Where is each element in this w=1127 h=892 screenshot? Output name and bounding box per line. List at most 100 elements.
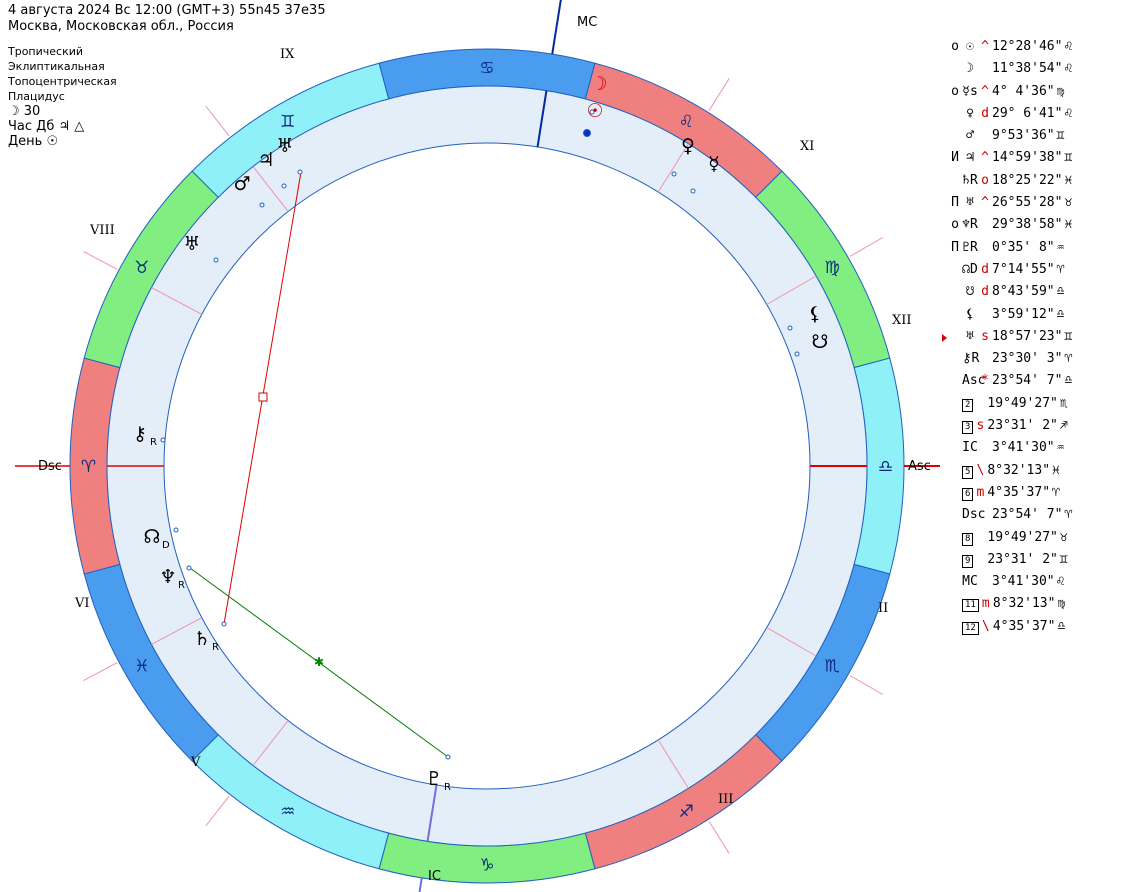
- house-cusp: [657, 143, 689, 193]
- planet-glyph[interactable]: ♆: [159, 566, 176, 588]
- zodiac-sign-glyph: ♊: [280, 112, 295, 132]
- position-sign-glyph: ♈: [1064, 507, 1073, 523]
- position-degree: 18°57'23": [992, 328, 1063, 344]
- planet-degree-dot: [281, 183, 287, 189]
- position-row: 5 \ 8°32'13" ♓: [948, 460, 1126, 482]
- position-sign-glyph: ♌: [1064, 61, 1073, 77]
- house-cusp-tick: [205, 105, 230, 137]
- position-body: ♂: [966, 128, 974, 144]
- position-row: И ♃ ^ 14°59'38" ♊: [948, 147, 1126, 169]
- selected-arrow-icon: [942, 333, 947, 342]
- house-cusp-tick: [83, 251, 118, 270]
- planet-degree-dot: [160, 437, 166, 443]
- zodiac-sign-glyph: ♈: [81, 457, 96, 477]
- planet-glyph[interactable]: ♅: [183, 233, 200, 255]
- position-degree: 23°31' 2": [987, 551, 1058, 567]
- planet-degree-dot: [787, 325, 793, 331]
- planet-glyph[interactable]: ♇: [425, 768, 442, 790]
- position-sign-glyph: ♎: [1064, 373, 1073, 389]
- position-row: 8 19°49'27" ♉: [948, 527, 1126, 549]
- position-row: 6 m 4°35'37" ♈: [948, 482, 1126, 504]
- planet-degree-dot: [186, 565, 192, 571]
- planet-glyph[interactable]: ♄: [193, 628, 210, 650]
- house-label: VI: [74, 596, 90, 611]
- planet-degree-dot: [690, 188, 696, 194]
- ic-axis-outer: [418, 877, 423, 892]
- position-row: ⚷R 23°30' 3" ♈: [948, 348, 1126, 370]
- position-sign-glyph: ♏: [1059, 395, 1068, 411]
- zodiac-sign-glyph: ♋: [479, 59, 494, 79]
- position-sign-glyph: ♎: [1056, 306, 1065, 322]
- planet-glyph[interactable]: ♂: [233, 173, 250, 195]
- position-body: ♃: [966, 150, 974, 166]
- chart-axes: MC IC Asc Dsc: [15, 0, 940, 892]
- position-degree: 3°59'12": [992, 306, 1055, 322]
- planet-glyph[interactable]: ♃: [257, 149, 274, 171]
- planet-glyph[interactable]: ⚷: [133, 423, 147, 445]
- planet-glyph[interactable]: ☽: [590, 73, 607, 95]
- position-degree: 4°35'37": [992, 618, 1056, 634]
- house-label: V: [190, 755, 201, 770]
- position-degree: 23°54' 7": [992, 373, 1063, 389]
- position-row: о ♆R 29°38'58" ♓: [948, 214, 1126, 236]
- position-body: 6: [962, 487, 974, 501]
- position-degree: 8°32'13": [987, 462, 1051, 478]
- planet-degree-dot: [589, 109, 595, 115]
- position-row: ♂ 9°53'36" ♊: [948, 125, 1126, 147]
- position-sign-glyph: ♈: [1064, 351, 1073, 367]
- house-cusp-tick: [83, 662, 118, 681]
- position-body: Asc: [962, 373, 986, 389]
- position-degree: 12°28'46": [992, 39, 1063, 54]
- position-body: ☽: [966, 61, 974, 77]
- planet-glyph[interactable]: ☋: [812, 331, 829, 353]
- position-row: ♅ s 18°57'23" ♊: [942, 326, 1126, 348]
- position-body: ⚸: [965, 306, 975, 322]
- position-body: ♀: [966, 105, 974, 121]
- house-label: II: [878, 601, 888, 616]
- position-sign-glyph: ♈: [1052, 484, 1060, 500]
- planet-glyph[interactable]: ♀: [681, 135, 695, 157]
- position-sign-glyph: ♌: [1056, 574, 1065, 590]
- house-cusp-tick: [849, 237, 884, 257]
- asc-label: Asc: [908, 459, 931, 474]
- position-mark: о: [951, 217, 959, 233]
- house-cusp-tick: [708, 78, 730, 111]
- planet-glyph[interactable]: ☊: [144, 526, 161, 548]
- position-body: MC: [962, 574, 978, 590]
- planet-glyph[interactable]: ☿: [708, 153, 720, 175]
- position-degree: 14°59'38": [992, 150, 1063, 166]
- position-row: о ☿s ^ 4° 4'36" ♍: [948, 81, 1126, 103]
- position-sign-glyph: ♓: [1064, 172, 1073, 188]
- position-row: ♀ d 29° 6'41" ♌: [948, 103, 1126, 125]
- position-mark: П: [951, 239, 959, 255]
- zodiac-sign-glyph: ♉: [134, 258, 149, 278]
- zodiac-ring: ♋ ♌ ♍ ♎ ♏ ♐ ♑ ♒ ♓ ♈ ♉ ♊: [69, 48, 905, 884]
- position-mark: о: [951, 83, 959, 99]
- planet-retro-mark: R: [212, 642, 219, 653]
- house-cusp: [657, 739, 689, 789]
- position-row: ⚸ 3°59'12" ♎: [948, 304, 1126, 326]
- house-cusp: [151, 617, 203, 645]
- house-system: Плацидус: [8, 90, 65, 103]
- square-aspect-marker: [258, 392, 268, 402]
- planet-glyph[interactable]: ♅: [276, 135, 293, 157]
- position-sign-glyph: ♓: [1052, 462, 1060, 478]
- position-flag: d: [981, 105, 989, 121]
- moon-day: ☽ 30: [8, 104, 41, 119]
- position-row: П ♅ ^ 26°55'28" ♉: [948, 192, 1126, 214]
- position-body: 2: [962, 398, 974, 412]
- position-flag: \: [976, 462, 985, 478]
- zodiac-sign-glyph: ♐: [679, 802, 694, 822]
- house-cusp: [151, 287, 203, 315]
- aspect-line-sextile: [189, 567, 449, 758]
- position-flag: s: [976, 418, 985, 434]
- position-degree: 29° 6'41": [992, 105, 1063, 121]
- planet-positions-table: о ☉ ^ 12°28'46" ♌ ☽ 11°38'54" ♌ о ☿s ^ 4° 4'36" ♍ ♀ d 2…: [942, 36, 1126, 638]
- planet-glyph[interactable]: ☉: [586, 100, 603, 122]
- position-mark: П: [951, 195, 959, 211]
- planet-glyphs[interactable]: ☽☉♀☿♅♃♂♅⚸☋⚷ R☊ D♆ R♄ R♇ R: [133, 73, 828, 793]
- position-sign-glyph: ♊: [1064, 328, 1073, 344]
- planet-glyph[interactable]: ⚸: [808, 303, 822, 325]
- house-label: VIII: [89, 223, 115, 238]
